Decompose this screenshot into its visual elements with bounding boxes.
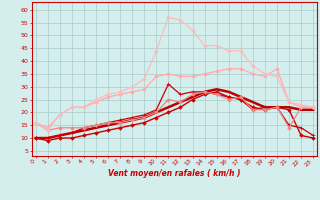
X-axis label: Vent moyen/en rafales ( km/h ): Vent moyen/en rafales ( km/h ) bbox=[108, 169, 241, 178]
